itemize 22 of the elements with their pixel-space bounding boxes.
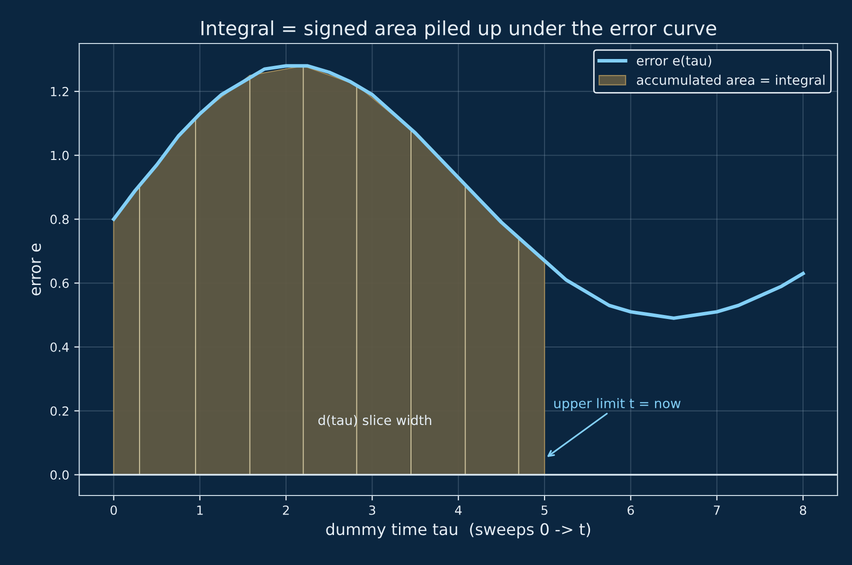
legend-label: error e(tau): [636, 55, 712, 68]
x-tick-label: 6: [628, 505, 634, 515]
x-tick-label: 2: [282, 505, 289, 515]
y-tick-label: 0.6: [50, 278, 69, 288]
annotation: upper limit t = now: [554, 398, 681, 411]
legend-label: accumulated area = integral: [636, 74, 824, 88]
x-tick-label: 4: [455, 506, 462, 515]
chart-title: Integral = signed area piled up under the error curve: [201, 20, 716, 40]
y-tick-label: 0.0: [50, 470, 69, 480]
y-tick-label: 0.2: [50, 406, 68, 416]
y-axis-title: error e: [32, 244, 41, 296]
y-tick-label: 1.0: [51, 150, 69, 160]
x-tick-label: 3: [369, 505, 376, 515]
x-tick-label: 0: [110, 505, 117, 515]
x-tick-label: 8: [800, 505, 806, 515]
y-tick-label: 0.8: [50, 214, 69, 224]
x-tick-label: 5: [542, 506, 548, 515]
x-axis-title: dummy time tau (sweeps 0 -> t): [326, 522, 590, 538]
y-tick-label: 0.4: [50, 342, 69, 352]
y-tick-label: 1.2: [51, 86, 68, 96]
x-tick-label: 1: [197, 506, 203, 515]
x-tick-label: 7: [714, 506, 720, 515]
